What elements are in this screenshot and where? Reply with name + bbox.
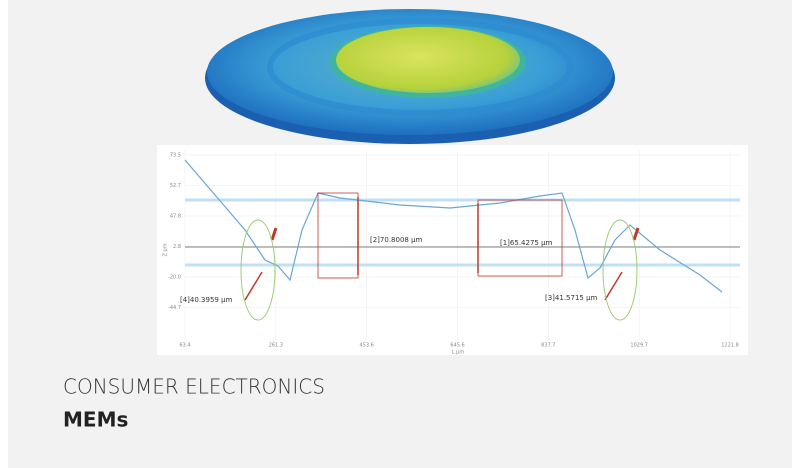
x-tick-label: 261.3 xyxy=(269,343,283,349)
y-tick-label: 52.7 xyxy=(170,183,181,189)
highlight xyxy=(240,219,276,321)
profile-line xyxy=(184,159,723,293)
highlight xyxy=(602,219,638,321)
x-tick-label: 1221.8 xyxy=(721,343,739,349)
x-tick-label: 453.6 xyxy=(360,343,374,349)
x-tick-label: 645.6 xyxy=(450,343,464,349)
y-tick-label: 2.8 xyxy=(173,244,181,250)
x-axis-label: L µm xyxy=(452,350,465,356)
y-axis-label: Z µm xyxy=(163,243,169,256)
measurement: [4]40.3959 µm xyxy=(180,296,233,304)
measurement: [3]41.5715 µm xyxy=(545,294,598,302)
card-category: CONSUMER ELECTRONICS xyxy=(63,375,325,399)
measurement: [2]70.8008 µm xyxy=(370,236,423,244)
grid: 73.5 52.7 47.8 2.8 -20.0 -44.7 63.4 261.3 453.6 6… xyxy=(168,150,740,349)
measurement: [1]65.4275 µm xyxy=(500,239,553,247)
x-tick-label: 63.4 xyxy=(179,343,190,349)
disk-render xyxy=(205,9,615,144)
annotations xyxy=(244,192,640,301)
x-tick-label: 1029.7 xyxy=(630,343,648,349)
x-tick-label: 837.7 xyxy=(541,343,555,349)
y-tick-label: 73.5 xyxy=(170,153,181,159)
y-tick-label: -44.7 xyxy=(168,305,181,311)
card-title: MEMs xyxy=(63,408,128,432)
y-tick-label: -20.0 xyxy=(168,275,181,281)
chart-screenshot: 73.5 52.7 47.8 2.8 -20.0 -44.7 63.4 261.3 453.6 6… xyxy=(157,145,748,356)
y-tick-label: 47.8 xyxy=(170,214,181,220)
